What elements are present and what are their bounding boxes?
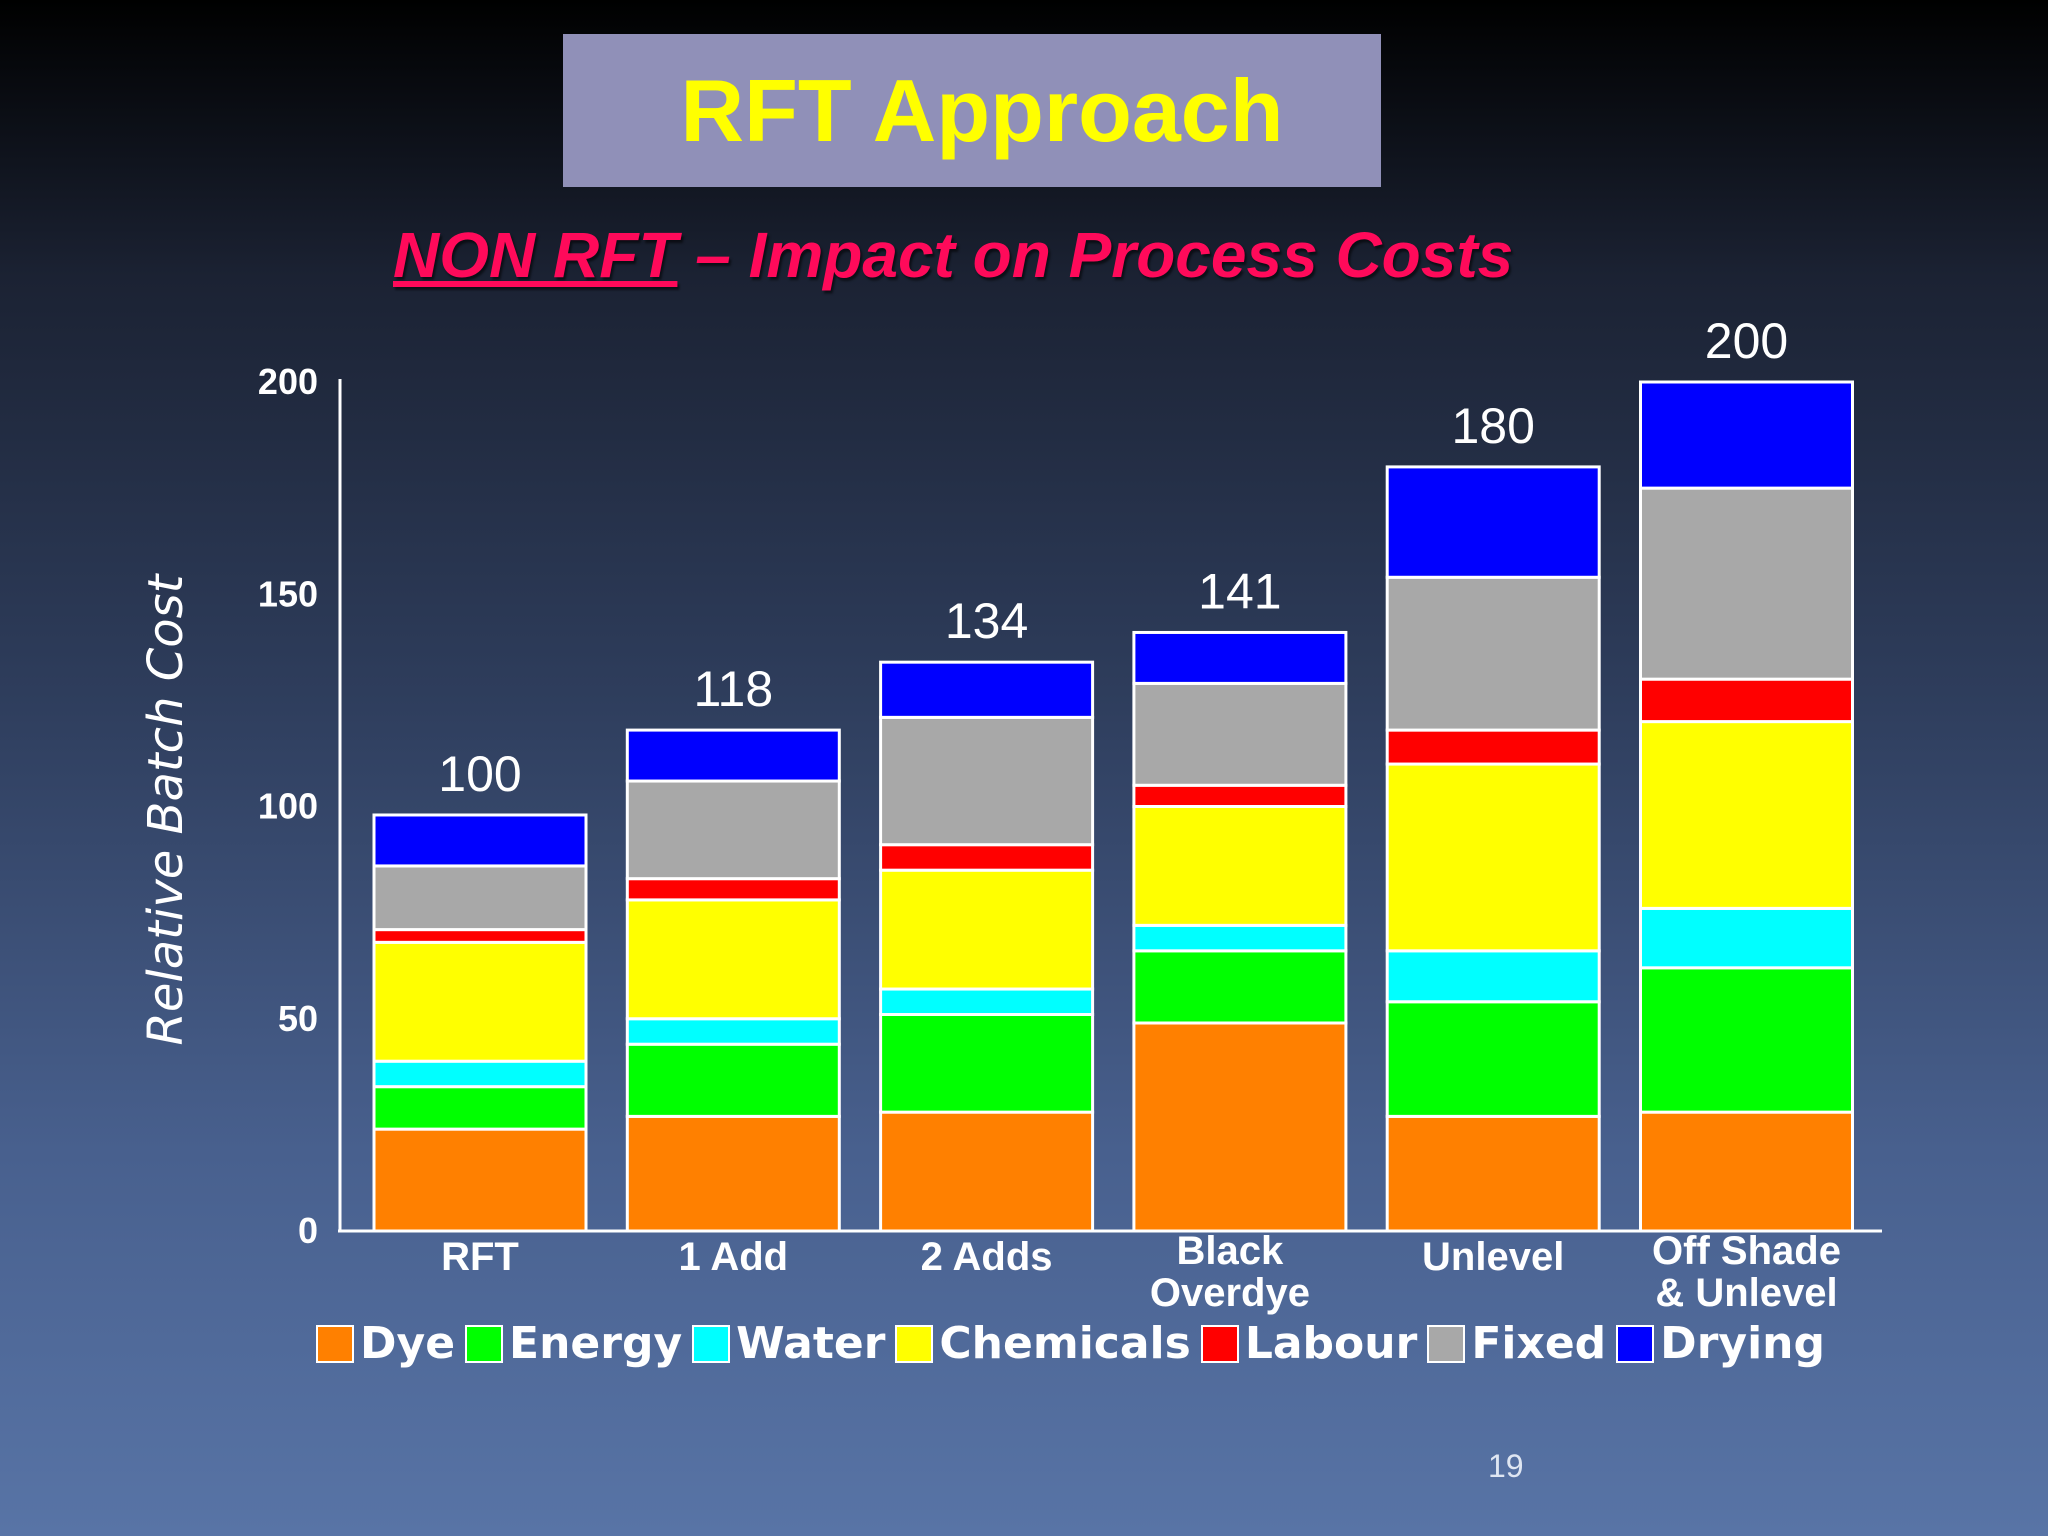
- bar-segment-energy: [625, 1042, 841, 1118]
- legend-item-drying: Drying: [1616, 1322, 1825, 1366]
- legend-swatch: [316, 1325, 354, 1363]
- bar-segment-drying: [1639, 380, 1854, 490]
- legend-label: Drying: [1660, 1318, 1825, 1369]
- bar-segment-drying: [1385, 465, 1601, 579]
- bar-segment-labour: [372, 928, 588, 944]
- legend-swatch: [692, 1325, 731, 1363]
- x-category-label-line: RFT: [441, 1235, 519, 1279]
- x-category-label: 2 Adds: [921, 1235, 1053, 1279]
- bar-segment-water: [625, 1017, 841, 1046]
- bar-segment-water: [1385, 949, 1601, 1004]
- bar-segment-energy: [1132, 949, 1348, 1025]
- legend-label: Dye: [360, 1318, 456, 1369]
- legend-item-chemicals: Chemicals: [895, 1318, 1191, 1369]
- slide-subtitle: NON RFT – Impact on Process Costs: [393, 220, 1513, 290]
- legend-swatch: [1427, 1325, 1466, 1363]
- bar-total-label: 180: [1451, 398, 1534, 454]
- legend-item-labour: Labour: [1200, 1318, 1418, 1369]
- bar-total-label: 141: [1198, 563, 1281, 619]
- slide-title-box: RFT Approach: [563, 34, 1381, 187]
- bar-segment-labour: [1639, 677, 1854, 724]
- legend-label: Chemicals: [939, 1318, 1191, 1369]
- bar-segment-energy: [879, 1013, 1095, 1114]
- bar-segment-water: [372, 1059, 588, 1089]
- x-category-label-line: Overdye: [1150, 1271, 1310, 1315]
- bar-segment-dye: [1639, 1110, 1854, 1233]
- legend-item-water: Water: [692, 1322, 885, 1366]
- subtitle-underlined: NON RFT: [393, 219, 678, 291]
- bar-segment-dye: [625, 1114, 841, 1233]
- bar-segment-chemicals: [879, 868, 1095, 991]
- x-category-label: Off Shade & Unlevel: [1652, 1229, 1841, 1315]
- bar-segment-labour: [625, 877, 841, 902]
- x-category-label-line: Off Shade: [1652, 1229, 1841, 1273]
- y-axis-title: Relative Batch Cost: [138, 572, 194, 1045]
- legend-label: Fixed: [1471, 1318, 1607, 1369]
- bar-total-label: 200: [1705, 313, 1788, 369]
- legend-label: Labour: [1244, 1318, 1418, 1369]
- x-category-label-line: Unlevel: [1422, 1235, 1564, 1279]
- bar-segment-chemicals: [372, 940, 588, 1063]
- bar-segment-fixed: [1385, 575, 1601, 732]
- bar-segment-dye: [879, 1110, 1095, 1233]
- x-category-label: RFT: [441, 1235, 519, 1279]
- page-number: 19: [1488, 1448, 1524, 1484]
- bar-segment-energy: [1385, 1000, 1601, 1118]
- subtitle-rest: – Impact on Process Costs: [677, 219, 1514, 291]
- bar-segment-drying: [879, 660, 1095, 719]
- bar-segment-drying: [1132, 630, 1348, 685]
- x-category-label-line: & Unlevel: [1655, 1271, 1837, 1315]
- bar-segment-labour: [1132, 783, 1348, 809]
- legend-label: Energy: [509, 1318, 683, 1369]
- x-category-label-line: 2 Adds: [921, 1235, 1053, 1279]
- y-tick-label: 100: [258, 786, 318, 827]
- y-tick-label: 200: [258, 361, 318, 402]
- legend-item-fixed: Fixed: [1427, 1322, 1606, 1366]
- bar-segment-labour: [1385, 728, 1601, 766]
- x-category-label-line: 1 Add: [678, 1235, 788, 1279]
- chart-legend: Dye Energy Water Chemicals Labour Fixed Drying: [316, 1322, 1835, 1366]
- legend-item-dye: Dye: [316, 1322, 455, 1366]
- bar-segment-water: [1639, 906, 1854, 970]
- legend-swatch: [895, 1325, 934, 1363]
- bar-segment-chemicals: [1639, 720, 1854, 910]
- slide-title: RFT Approach: [680, 60, 1284, 160]
- bar-total-label: 118: [693, 661, 773, 717]
- bar-total-label: 134: [945, 593, 1028, 649]
- bar-segment-dye: [1385, 1114, 1601, 1233]
- legend-swatch: [1616, 1325, 1655, 1363]
- x-category-label: 1 Add: [678, 1235, 788, 1279]
- bar-segment-chemicals: [625, 898, 841, 1021]
- y-tick-label: 50: [278, 998, 318, 1039]
- bar-segment-fixed: [1132, 681, 1348, 787]
- legend-label: Water: [736, 1318, 886, 1369]
- bar-total-label: 100: [438, 746, 521, 802]
- y-tick-label: 0: [298, 1210, 318, 1251]
- bar-segment-fixed: [879, 715, 1095, 847]
- bar-segment-fixed: [1639, 486, 1854, 681]
- bar-segment-energy: [1639, 966, 1854, 1114]
- bar-segment-dye: [372, 1127, 588, 1233]
- legend-item-energy: Energy: [465, 1322, 682, 1366]
- bar-segment-dye: [1132, 1021, 1348, 1233]
- x-category-label: Black Overdye: [1150, 1229, 1310, 1315]
- legend-swatch: [465, 1325, 504, 1363]
- bar-segment-fixed: [372, 864, 588, 932]
- bar-segment-water: [1132, 923, 1348, 953]
- bar-segment-drying: [625, 728, 841, 783]
- bar-segment-drying: [372, 813, 588, 868]
- bar-segment-labour: [879, 843, 1095, 872]
- x-category-label-line: Black: [1177, 1229, 1284, 1273]
- x-category-label: Unlevel: [1422, 1235, 1564, 1279]
- bar-segment-energy: [372, 1085, 588, 1131]
- bar-segment-chemicals: [1385, 762, 1601, 953]
- bar-segment-chemicals: [1132, 805, 1348, 927]
- bar-segment-fixed: [625, 779, 841, 881]
- y-tick-label: 150: [258, 573, 318, 614]
- legend-swatch: [1200, 1325, 1239, 1363]
- bar-segment-water: [879, 987, 1095, 1017]
